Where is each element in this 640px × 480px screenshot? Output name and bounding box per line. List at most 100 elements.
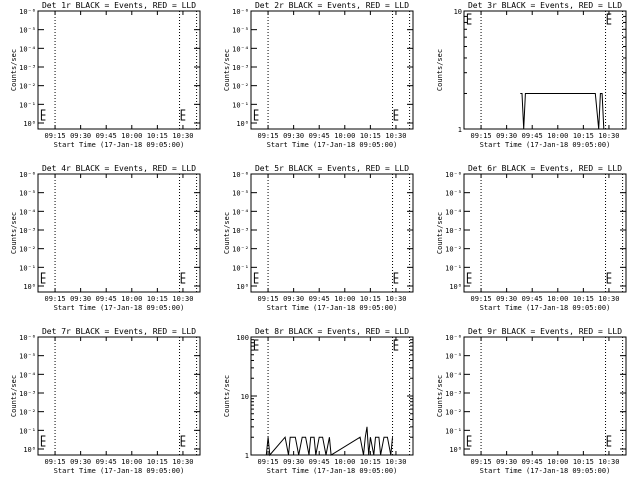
x-tick-label: 10:15 xyxy=(573,458,594,466)
y-tick-label: 10⁻³ xyxy=(19,227,36,235)
y-tick-label: 10⁻¹ xyxy=(19,101,36,109)
y-tick-label: 10⁰ xyxy=(449,283,462,291)
x-tick-label: 09:30 xyxy=(496,295,517,303)
x-axis-label: Start Time (17-Jan-18 09:05:00) xyxy=(480,467,611,475)
x-tick-label: 09:30 xyxy=(283,132,304,140)
y-tick-label: 10⁻⁶ xyxy=(445,171,462,179)
x-tick-label: 09:30 xyxy=(283,458,304,466)
x-tick-label: 09:45 xyxy=(309,295,330,303)
x-tick-label: 09:45 xyxy=(96,458,117,466)
panel-title: Det 2r BLACK = Events, RED = LLD xyxy=(255,1,409,10)
detector-panel: Det 5r BLACK = Events, RED = LLD Counts/s… xyxy=(223,164,414,312)
x-axis-label: Start Time (17-Jan-18 09:05:00) xyxy=(54,141,185,149)
x-tick-label: 09:30 xyxy=(283,295,304,303)
data-gap-marker xyxy=(40,435,46,447)
y-tick-label: 10⁰ xyxy=(236,120,249,128)
y-tick-label: 10⁻² xyxy=(232,246,249,254)
x-tick-label: 10:15 xyxy=(360,458,381,466)
x-tick-label: 09:15 xyxy=(471,132,492,140)
x-tick-label: 09:15 xyxy=(45,458,66,466)
data-gap-marker xyxy=(253,272,259,284)
data-gap-marker xyxy=(606,272,612,284)
y-tick-label: 10⁻⁴ xyxy=(232,208,249,216)
y-axis-label: Counts/sec xyxy=(223,375,231,417)
plot-frame xyxy=(250,336,414,456)
data-gap-marker xyxy=(393,272,399,284)
x-tick-label: 10:30 xyxy=(385,295,406,303)
panel-title: Det 9r BLACK = Events, RED = LLD xyxy=(468,327,622,336)
x-axis-label: Start Time (17-Jan-18 09:05:00) xyxy=(267,304,398,312)
detector-panel: Det 6r BLACK = Events, RED = LLD Counts/s… xyxy=(436,164,627,312)
y-tick-label: 10⁰ xyxy=(449,446,462,454)
x-tick-label: 09:45 xyxy=(96,295,117,303)
y-tick-label: 10⁻² xyxy=(232,83,249,91)
detector-panel: Det 4r BLACK = Events, RED = LLD Counts/s… xyxy=(10,164,201,312)
x-tick-label: 10:30 xyxy=(385,132,406,140)
y-tick-label: 10⁻² xyxy=(19,83,36,91)
y-tick-label: 10⁻⁵ xyxy=(19,27,36,35)
data-gap-marker xyxy=(40,272,46,284)
y-tick-label: 10⁻⁵ xyxy=(445,190,462,198)
y-tick-label: 10⁻⁴ xyxy=(445,371,462,379)
x-tick-label: 09:15 xyxy=(471,295,492,303)
x-tick-label: 09:30 xyxy=(496,132,517,140)
detector-panel: Det 7r BLACK = Events, RED = LLD Counts/s… xyxy=(10,327,201,475)
plot-frame xyxy=(37,173,201,293)
x-tick-label: 10:00 xyxy=(547,458,568,466)
panel-title: Det 4r BLACK = Events, RED = LLD xyxy=(42,164,196,173)
plot-frame xyxy=(37,336,201,456)
y-axis-label: Counts/sec xyxy=(436,375,444,417)
y-tick-label: 10 xyxy=(454,8,462,16)
y-tick-label: 10⁻⁴ xyxy=(445,208,462,216)
x-tick-label: 10:30 xyxy=(598,295,619,303)
detector-panel: Det 2r BLACK = Events, RED = LLD Counts/s… xyxy=(223,1,414,149)
x-tick-label: 09:45 xyxy=(96,132,117,140)
events-series-line xyxy=(265,426,393,457)
x-tick-label: 10:30 xyxy=(172,295,193,303)
y-tick-label: 10⁻⁵ xyxy=(19,353,36,361)
x-tick-label: 09:45 xyxy=(522,295,543,303)
x-tick-label: 09:30 xyxy=(496,458,517,466)
y-tick-label: 10⁻¹ xyxy=(232,101,249,109)
data-gap-marker xyxy=(606,435,612,447)
plot-frame xyxy=(37,10,201,130)
y-axis-label: Counts/sec xyxy=(223,212,231,254)
x-tick-label: 10:15 xyxy=(147,132,168,140)
y-tick-label: 10⁻⁵ xyxy=(232,27,249,35)
x-tick-label: 09:15 xyxy=(45,295,66,303)
y-axis-label: Counts/sec xyxy=(436,212,444,254)
y-tick-label: 10⁻⁴ xyxy=(232,45,249,53)
y-tick-label: 10 xyxy=(241,393,249,401)
data-gap-marker xyxy=(466,272,472,284)
y-tick-label: 10⁻⁵ xyxy=(445,353,462,361)
detector-panel: Det 3r BLACK = Events, RED = LLD Counts/s… xyxy=(436,1,627,149)
data-gap-marker xyxy=(180,435,186,447)
x-tick-label: 09:15 xyxy=(258,295,279,303)
y-tick-label: 10⁻⁴ xyxy=(19,45,36,53)
y-tick-label: 10⁻² xyxy=(445,409,462,417)
y-tick-label: 10⁻⁶ xyxy=(445,334,462,342)
x-tick-label: 10:00 xyxy=(121,132,142,140)
x-tick-label: 09:45 xyxy=(309,458,330,466)
x-tick-label: 09:45 xyxy=(522,132,543,140)
y-axis-label: Counts/sec xyxy=(223,49,231,91)
x-tick-label: 10:15 xyxy=(360,132,381,140)
data-gap-marker xyxy=(253,109,259,121)
y-tick-label: 10⁻⁵ xyxy=(19,190,36,198)
detector-panel: Det 9r BLACK = Events, RED = LLD Counts/s… xyxy=(436,327,627,475)
x-tick-label: 09:30 xyxy=(70,458,91,466)
x-tick-label: 09:30 xyxy=(70,295,91,303)
y-tick-label: 10⁻¹ xyxy=(19,264,36,272)
x-tick-label: 09:45 xyxy=(522,458,543,466)
data-gap-marker xyxy=(393,339,399,351)
detector-panel: Det 1r BLACK = Events, RED = LLD Counts/s… xyxy=(10,1,201,149)
x-axis-label: Start Time (17-Jan-18 09:05:00) xyxy=(480,141,611,149)
y-tick-label: 10⁻⁶ xyxy=(19,8,36,16)
x-tick-label: 09:15 xyxy=(258,458,279,466)
data-gap-marker xyxy=(180,109,186,121)
data-gap-marker xyxy=(606,13,612,25)
y-tick-label: 10⁻² xyxy=(445,246,462,254)
y-tick-label: 10⁻² xyxy=(19,246,36,254)
y-tick-label: 100 xyxy=(236,334,249,342)
